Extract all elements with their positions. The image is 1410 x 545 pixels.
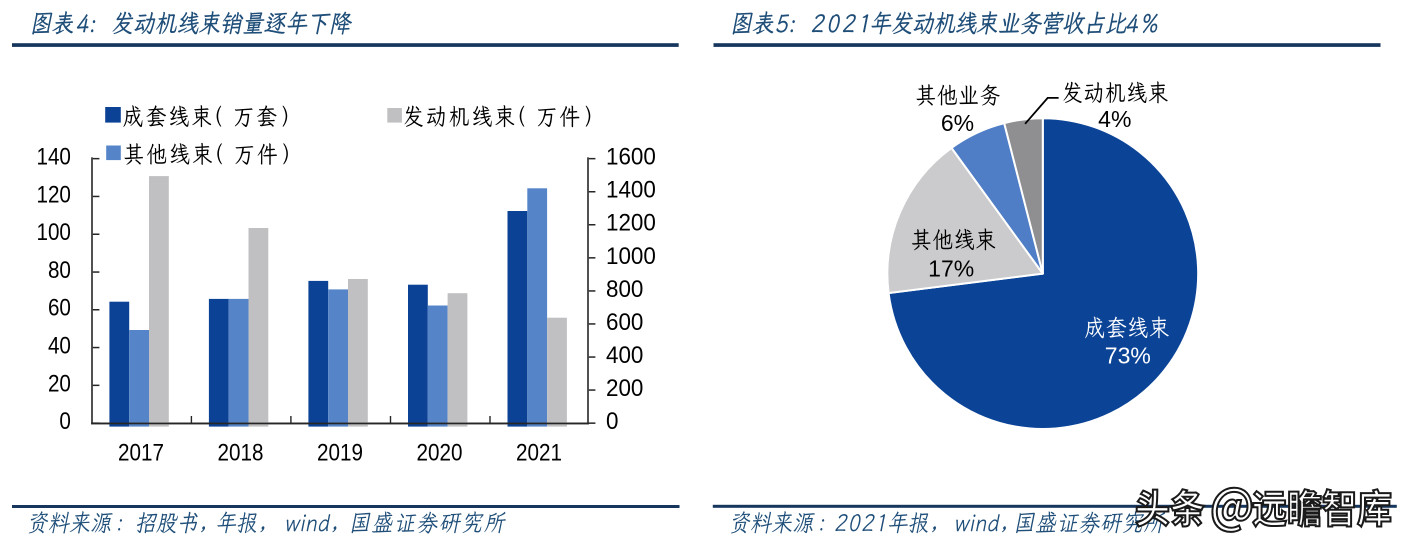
svg-text:2021: 2021 — [516, 439, 562, 466]
svg-text:6%: 6% — [941, 110, 974, 136]
svg-text:2017: 2017 — [118, 439, 164, 466]
svg-text:80: 80 — [48, 257, 71, 284]
svg-text:0: 0 — [59, 408, 70, 435]
svg-text:1400: 1400 — [606, 176, 656, 203]
svg-text:100: 100 — [36, 219, 70, 246]
svg-text:120: 120 — [36, 181, 70, 208]
svg-text:600: 600 — [606, 308, 643, 335]
svg-text:40: 40 — [48, 332, 71, 359]
svg-text:200: 200 — [606, 374, 643, 401]
svg-text:73%: 73% — [1105, 343, 1151, 369]
svg-text:2020: 2020 — [417, 439, 463, 466]
svg-text:2019: 2019 — [317, 439, 363, 466]
svg-text:1000: 1000 — [606, 242, 656, 269]
svg-text:1200: 1200 — [606, 209, 656, 236]
svg-text:60: 60 — [48, 294, 71, 321]
svg-text:0: 0 — [606, 408, 618, 435]
svg-text:20: 20 — [48, 370, 71, 397]
svg-text:2018: 2018 — [218, 439, 264, 466]
svg-text:400: 400 — [606, 341, 643, 368]
svg-text:17%: 17% — [928, 256, 974, 282]
svg-text:4%: 4% — [1098, 106, 1131, 132]
svg-text:1600: 1600 — [606, 143, 656, 170]
svg-text:140: 140 — [36, 143, 70, 170]
svg-text:800: 800 — [606, 275, 643, 302]
